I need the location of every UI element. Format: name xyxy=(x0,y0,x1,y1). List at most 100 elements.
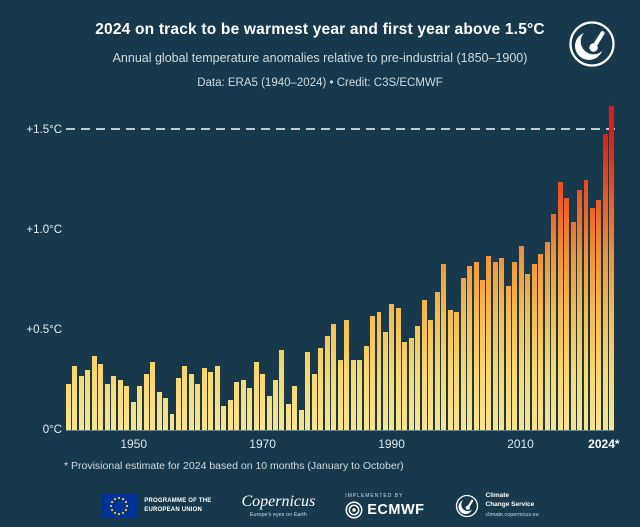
bar-1955 xyxy=(163,398,168,430)
eu-programme-line2: EUROPEAN UNION xyxy=(144,506,203,513)
bar-1992 xyxy=(402,342,408,430)
bar-1984 xyxy=(350,360,356,430)
bar-1967 xyxy=(240,380,246,430)
bar-2009 xyxy=(512,262,518,430)
bar-1968 xyxy=(247,388,253,430)
x-tick-1970: 1970 xyxy=(249,437,276,451)
x-axis: 1950 1970 1990 2010 2024* xyxy=(66,437,619,453)
bar-1951 xyxy=(137,386,143,430)
y-tick-0.5c: +0.5°C xyxy=(26,324,62,336)
bar-2001 xyxy=(460,278,466,430)
bar-1940 xyxy=(66,384,71,430)
bar-1995 xyxy=(421,300,427,430)
bar-2020 xyxy=(583,180,589,430)
bar-2011 xyxy=(525,274,531,430)
bar-2019 xyxy=(577,190,582,430)
copernicus-tagline: Europe's eyes on Earth xyxy=(249,511,307,518)
c3s-url: climate.copernicus.eu xyxy=(485,511,539,518)
bar-1974 xyxy=(285,404,291,430)
bar-1959 xyxy=(188,374,194,430)
bar-1987 xyxy=(370,316,375,430)
bar-2002 xyxy=(467,266,473,430)
bar-2014 xyxy=(544,242,550,430)
bar-1982 xyxy=(337,360,343,430)
y-tick-1.5c: +1.5°C xyxy=(26,124,62,136)
bar-2004 xyxy=(480,280,485,430)
bar-1952 xyxy=(143,374,149,430)
y-tick-0c: 0°C xyxy=(42,424,62,436)
bar-1956 xyxy=(169,414,175,430)
eu-programme-label: PROGRAMME OF THE EUROPEAN UNION xyxy=(144,497,211,514)
bar-1996 xyxy=(428,320,434,430)
y-tick-1.0c: +1.0°C xyxy=(26,224,62,236)
x-tick-1990: 1990 xyxy=(378,437,405,451)
bar-1989 xyxy=(382,332,388,430)
bar-1971 xyxy=(266,396,272,430)
bar-2008 xyxy=(505,286,511,430)
bar-1950 xyxy=(130,402,136,430)
eu-programme-logo: PROGRAMME OF THE EUROPEAN UNION xyxy=(101,493,211,518)
bar-1977 xyxy=(305,352,311,430)
x-tick-1950: 1950 xyxy=(120,437,148,451)
y-axis: 0°C +0.5°C +1.0°C +1.5°C xyxy=(26,102,62,436)
bar-1999 xyxy=(447,310,453,430)
subtitle: Annual global temperature anomalies rela… xyxy=(112,51,528,65)
bar-1994 xyxy=(415,326,421,430)
bar-1965 xyxy=(227,400,233,430)
ecmwf-icon xyxy=(345,501,363,518)
bar-1949 xyxy=(124,386,130,430)
bar-1948 xyxy=(117,380,123,430)
c3s-label: Climate Change Service climate.copernicu… xyxy=(486,492,539,519)
bar-2018 xyxy=(570,222,576,430)
eu-programme-line1: PROGRAMME OF THE xyxy=(144,497,212,504)
bars-container xyxy=(66,102,615,430)
data-credit-line: Data: ERA5 (1940–2024) • Credit: C3S/ECM… xyxy=(197,77,443,89)
bar-1973 xyxy=(279,350,285,430)
eu-flag-icon xyxy=(101,493,138,518)
temperature-anomaly-chart xyxy=(66,102,618,431)
bar-2022 xyxy=(596,200,602,430)
bar-2013 xyxy=(538,254,544,430)
bar-1953 xyxy=(150,362,156,430)
bar-1943 xyxy=(85,370,91,430)
bar-2016 xyxy=(557,182,563,430)
bar-1947 xyxy=(111,376,117,430)
footer-logos: PROGRAMME OF THE EUROPEAN UNION Copernic… xyxy=(0,492,640,519)
x-tick-2010: 2010 xyxy=(507,437,534,451)
ecmwf-wordmark: ECMWF xyxy=(367,501,425,518)
c3s-line1: Climate xyxy=(485,492,509,500)
bar-1958 xyxy=(182,366,188,430)
bar-2023 xyxy=(602,134,608,430)
bar-2003 xyxy=(473,262,479,430)
copernicus-logo: Copernicus Europe's eyes on Earth xyxy=(241,492,316,518)
bar-1975 xyxy=(292,386,298,430)
bar-1963 xyxy=(214,366,220,430)
c3s-moon-thermometer-icon xyxy=(569,21,615,67)
bar-2010 xyxy=(518,246,524,430)
bar-2005 xyxy=(486,256,492,430)
bar-2015 xyxy=(551,214,557,430)
climate-change-service-logo: Climate Change Service climate.copernicu… xyxy=(455,492,539,519)
bar-1945 xyxy=(98,364,104,430)
bar-1942 xyxy=(78,376,84,430)
bar-1976 xyxy=(298,410,304,430)
bar-1980 xyxy=(324,336,330,430)
copernicus-wordmark: Copernicus xyxy=(241,492,316,510)
bar-1979 xyxy=(318,348,324,430)
bar-1988 xyxy=(376,312,382,430)
bar-2017 xyxy=(564,198,570,430)
bar-1970 xyxy=(260,374,266,430)
page-title: 2024 on track to be warmest year and fir… xyxy=(95,21,545,38)
bar-1960 xyxy=(195,384,201,430)
bar-1985 xyxy=(357,360,363,430)
c3s-line2: Change Service xyxy=(485,500,535,508)
bar-1961 xyxy=(201,368,207,430)
threshold-line-1-5c xyxy=(66,128,618,130)
bar-1944 xyxy=(91,356,97,430)
bar-2021 xyxy=(589,208,595,430)
bar-1993 xyxy=(408,338,414,430)
bar-1969 xyxy=(253,362,259,430)
footnote: * Provisional estimate for 2024 based on… xyxy=(64,460,404,472)
bar-1998 xyxy=(441,264,447,430)
bar-1946 xyxy=(104,384,110,430)
